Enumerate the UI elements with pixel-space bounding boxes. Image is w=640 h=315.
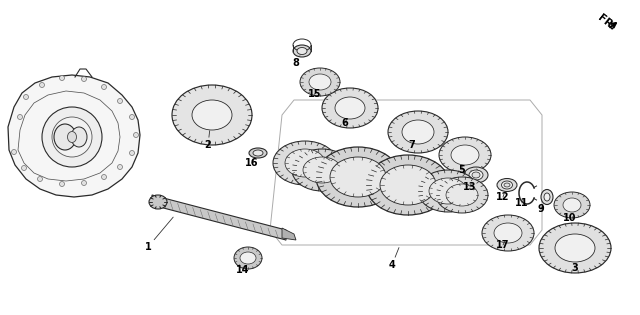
Circle shape [12, 150, 17, 154]
Ellipse shape [494, 223, 522, 243]
Ellipse shape [67, 131, 77, 142]
Ellipse shape [446, 184, 478, 206]
Ellipse shape [563, 198, 581, 212]
Ellipse shape [293, 45, 311, 57]
Circle shape [22, 165, 26, 170]
Circle shape [52, 117, 92, 157]
Ellipse shape [472, 172, 480, 178]
Text: 7: 7 [408, 140, 415, 150]
Circle shape [134, 133, 138, 138]
Circle shape [24, 94, 29, 100]
Text: 3: 3 [572, 263, 579, 273]
Ellipse shape [504, 183, 510, 187]
Ellipse shape [482, 215, 534, 251]
Text: 6: 6 [342, 118, 348, 128]
Circle shape [60, 76, 65, 81]
Ellipse shape [297, 48, 307, 54]
Circle shape [81, 77, 86, 82]
Circle shape [129, 114, 134, 119]
Ellipse shape [380, 165, 436, 205]
Ellipse shape [309, 74, 331, 90]
Ellipse shape [388, 111, 448, 153]
Ellipse shape [366, 155, 450, 215]
Ellipse shape [285, 149, 325, 177]
Ellipse shape [418, 170, 478, 212]
Ellipse shape [322, 88, 378, 128]
Ellipse shape [554, 192, 590, 218]
Ellipse shape [541, 190, 553, 204]
Circle shape [118, 99, 122, 104]
Ellipse shape [429, 178, 467, 204]
Circle shape [40, 83, 45, 88]
Ellipse shape [539, 223, 611, 273]
Ellipse shape [273, 141, 337, 185]
Circle shape [81, 180, 86, 186]
Ellipse shape [240, 252, 256, 264]
Ellipse shape [54, 124, 76, 150]
Ellipse shape [192, 100, 232, 130]
Circle shape [42, 107, 102, 167]
Ellipse shape [249, 148, 267, 158]
Text: 8: 8 [292, 55, 300, 68]
Circle shape [17, 114, 22, 119]
Ellipse shape [464, 167, 488, 183]
Ellipse shape [316, 147, 400, 207]
Ellipse shape [300, 68, 340, 96]
Circle shape [102, 84, 106, 89]
Ellipse shape [71, 127, 87, 147]
Polygon shape [152, 195, 286, 240]
Circle shape [38, 176, 42, 181]
Polygon shape [282, 228, 296, 240]
Ellipse shape [436, 177, 488, 213]
Ellipse shape [234, 247, 262, 269]
Circle shape [118, 164, 122, 169]
Ellipse shape [172, 85, 252, 145]
Ellipse shape [253, 150, 263, 156]
Circle shape [102, 175, 106, 180]
Text: 15: 15 [308, 89, 322, 99]
Text: 16: 16 [245, 158, 259, 168]
Circle shape [60, 181, 65, 186]
Text: 9: 9 [538, 204, 545, 214]
Ellipse shape [555, 234, 595, 262]
Ellipse shape [497, 179, 517, 192]
Ellipse shape [335, 97, 365, 119]
Ellipse shape [502, 181, 513, 189]
Ellipse shape [292, 149, 352, 191]
Ellipse shape [303, 157, 341, 183]
Text: 17: 17 [496, 240, 509, 250]
Ellipse shape [469, 170, 483, 180]
Ellipse shape [544, 193, 550, 201]
Text: 14: 14 [236, 265, 250, 275]
Ellipse shape [402, 120, 434, 144]
Text: 5: 5 [459, 165, 465, 175]
Ellipse shape [149, 195, 167, 209]
Polygon shape [8, 75, 140, 197]
Text: 12: 12 [496, 192, 509, 202]
Text: 2: 2 [205, 131, 211, 150]
Text: 10: 10 [563, 213, 577, 223]
Ellipse shape [439, 137, 491, 173]
Circle shape [129, 151, 134, 156]
Text: 11: 11 [515, 198, 529, 208]
Ellipse shape [330, 157, 386, 197]
Text: 1: 1 [145, 217, 173, 252]
Text: 4: 4 [388, 248, 399, 270]
Text: 13: 13 [463, 182, 477, 192]
Text: FR.: FR. [596, 13, 618, 33]
Ellipse shape [451, 145, 479, 165]
